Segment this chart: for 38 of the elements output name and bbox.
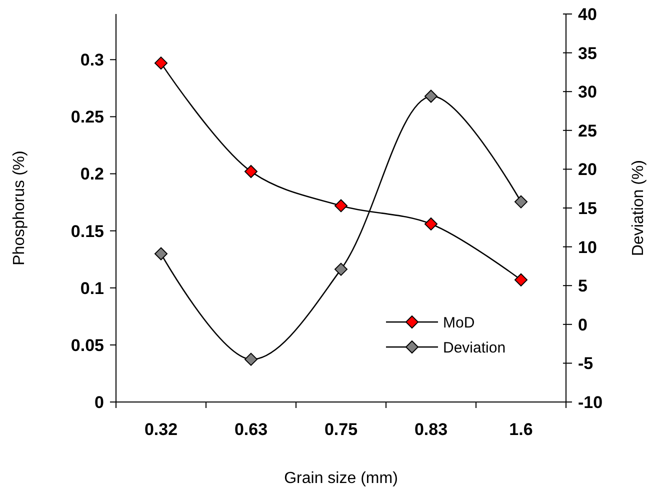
y2-tick-label: 25	[578, 121, 597, 140]
y2-tick-label: 40	[578, 4, 597, 24]
y-tick-label: 0.2	[80, 164, 104, 184]
y2-tick-label: 0	[578, 315, 588, 334]
y2-tick-label: -5	[578, 354, 594, 374]
y-tick-label: 0	[94, 392, 104, 412]
y2-tick-label: 15	[578, 198, 597, 218]
legend-label: MoD	[443, 314, 475, 332]
y2-tick-label: -10	[578, 392, 603, 412]
y-tick-label: 0.3	[80, 50, 104, 70]
y2-tick-label: 20	[578, 160, 597, 180]
point	[244, 164, 258, 178]
legend-label: Deviation	[443, 339, 506, 356]
point	[424, 90, 438, 103]
x-tick-label: 0.75	[324, 420, 358, 439]
x-tick-label: 0.63	[234, 420, 268, 439]
point	[334, 199, 348, 212]
y2-axis-title: Deviation (%)	[630, 160, 647, 256]
y-tick-label: 0.1	[80, 278, 104, 298]
y2-tick-label: 10	[578, 238, 597, 257]
y-tick-label: 0.05	[70, 336, 104, 355]
y-tick-label: 0.25	[70, 108, 104, 127]
x-tick-label: 0.83	[414, 420, 448, 439]
point	[334, 262, 348, 276]
x-tick-label: 1.6	[509, 420, 533, 439]
point	[424, 217, 438, 230]
point	[154, 247, 168, 260]
y2-tick-label: 5	[578, 276, 588, 296]
x-axis-title: Grain size (mm)	[284, 470, 398, 487]
x-tick-label: 0.32	[144, 420, 178, 439]
point	[514, 273, 528, 286]
y2-tick-label: 30	[578, 82, 597, 102]
point	[514, 195, 528, 208]
point	[244, 352, 258, 366]
point	[154, 56, 168, 70]
y2-tick-label: 35	[578, 44, 597, 63]
y-axis-title: Phosphorus (%)	[11, 150, 28, 266]
y-tick-label: 0.15	[70, 222, 104, 241]
